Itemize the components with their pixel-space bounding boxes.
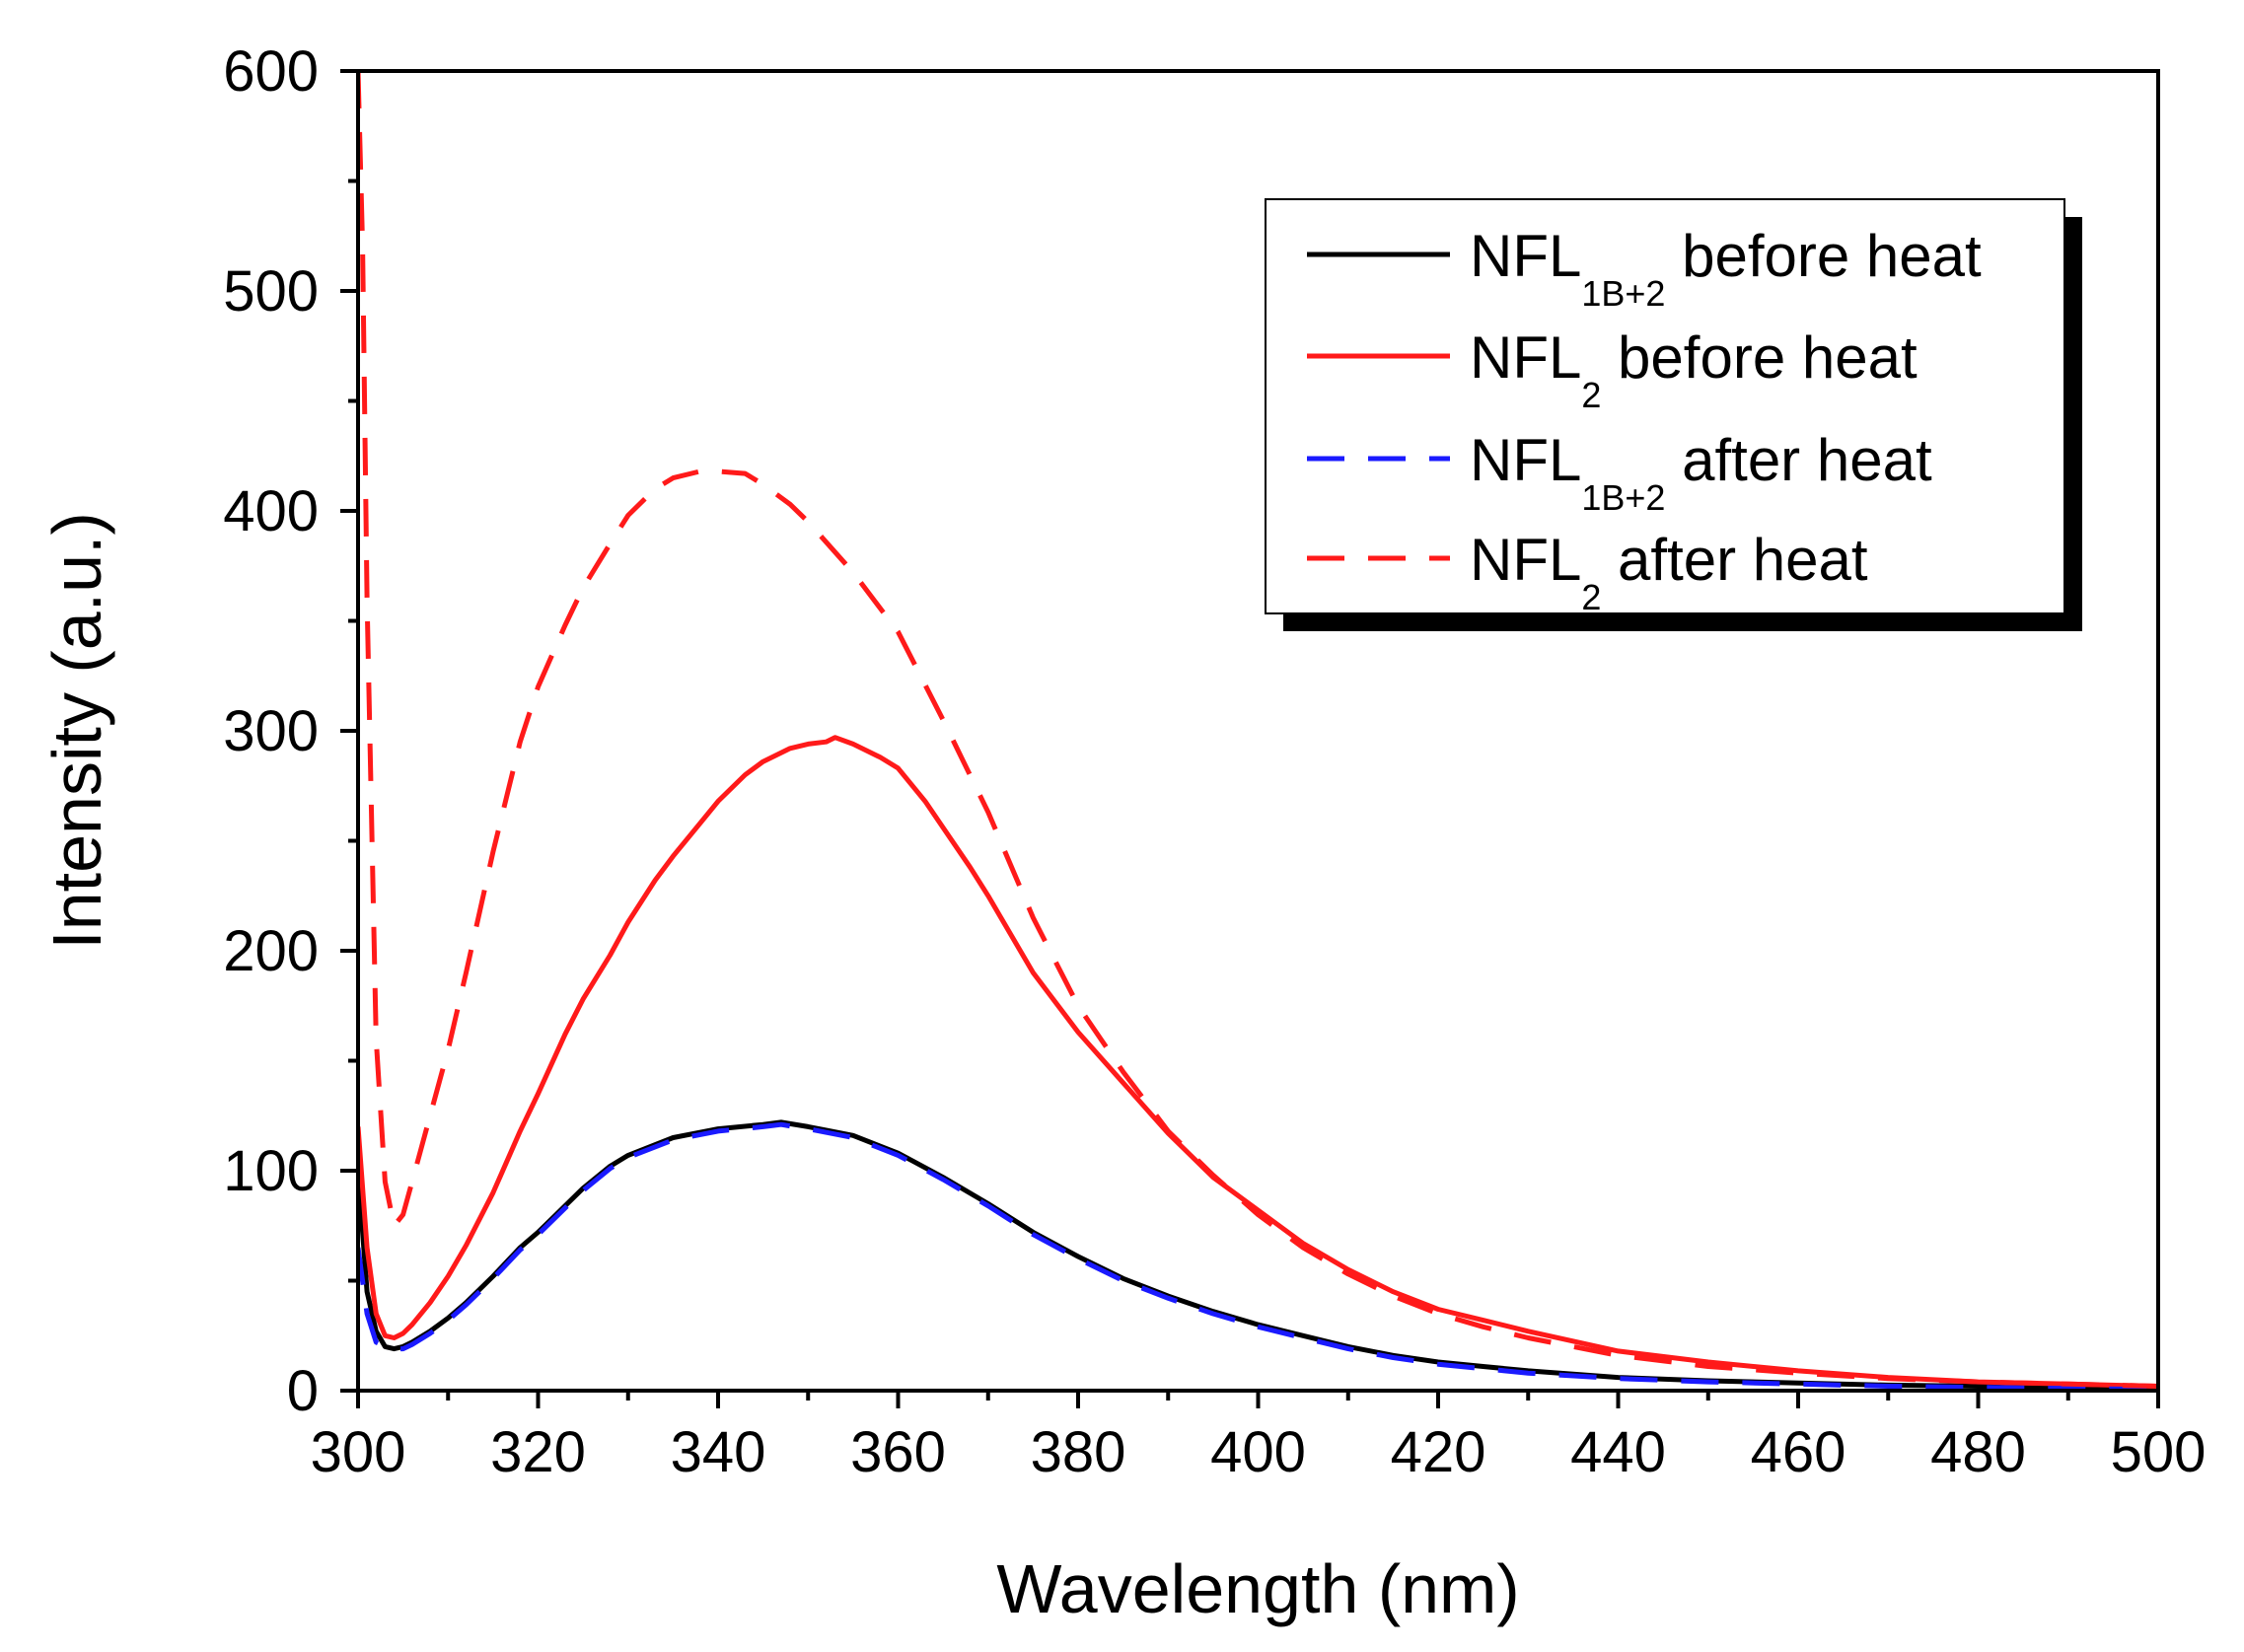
- x-tick-label: 320: [490, 1420, 586, 1484]
- legend-label-3: NFL1B+2 after heat: [1470, 427, 1932, 518]
- x-tick-label: 500: [2111, 1420, 2207, 1484]
- y-axis-title: Intensity (a.u.): [38, 512, 115, 950]
- y-tick-label: 100: [223, 1139, 319, 1203]
- series-line-3: [358, 1121, 2158, 1393]
- x-tick-label: 360: [850, 1420, 946, 1484]
- x-tick-label: 380: [1031, 1420, 1126, 1484]
- x-tick-label: 420: [1391, 1420, 1486, 1484]
- x-tick-label: 460: [1751, 1420, 1846, 1484]
- x-tick-label: 440: [1570, 1420, 1666, 1484]
- series-line-4: [358, 70, 2158, 1389]
- legend: NFL1B+2 before heat NFL2 before heat NFL1B…: [1265, 198, 2082, 631]
- x-tick-label: 480: [1930, 1420, 2026, 1484]
- axis-ticks: 300 320 340 360 380 400 420 440 460 480 500 0 100 200…: [223, 39, 2206, 1484]
- x-tick-label: 400: [1210, 1420, 1306, 1484]
- x-axis-title: Wavelength (nm): [996, 1550, 1519, 1627]
- x-tick-label: 300: [311, 1420, 406, 1484]
- legend-label-4: NFL2 after heat: [1470, 527, 1868, 617]
- series-line-2: [358, 735, 2158, 1389]
- series-layer: [358, 70, 2158, 1393]
- y-tick-label: 600: [223, 39, 319, 104]
- y-tick-label: 500: [223, 259, 319, 323]
- y-tick-label: 200: [223, 919, 319, 983]
- x-tick-label: 340: [671, 1420, 766, 1484]
- y-tick-label: 400: [223, 479, 319, 543]
- series-line-1: [358, 1119, 2158, 1392]
- legend-label-2: NFL2 before heat: [1470, 324, 1918, 415]
- y-tick-label: 0: [287, 1359, 319, 1423]
- legend-box: [1265, 198, 2065, 614]
- y-tick-label: 300: [223, 699, 319, 763]
- legend-label-1: NFL1B+2 before heat: [1470, 223, 1982, 314]
